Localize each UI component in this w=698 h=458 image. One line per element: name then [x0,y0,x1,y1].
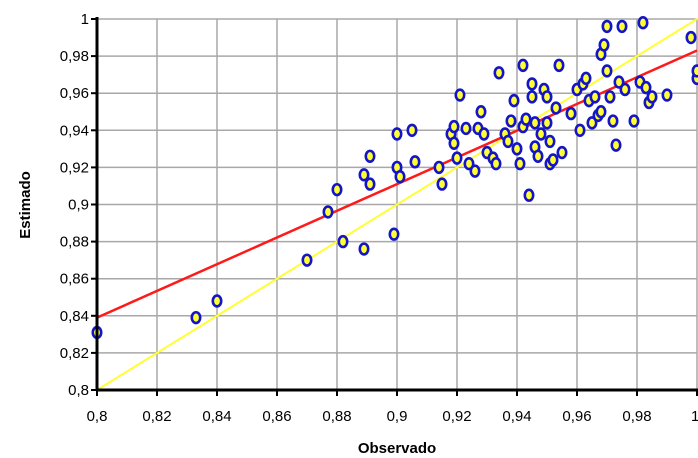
data-point [541,116,553,130]
x-tick-label: 0,96 [562,408,591,425]
data-point [211,294,223,308]
data-point [364,177,376,191]
x-tick-label: 0,92 [442,408,471,425]
data-point [646,90,658,104]
data-point [358,168,370,182]
y-axis-title: Estimado [17,171,34,239]
data-point [331,182,343,197]
data-point [580,71,592,86]
x-tick-label: 0,9 [387,408,408,425]
data-point [607,114,619,128]
data-point [523,188,535,202]
x-tick-label: 0,82 [142,408,171,425]
x-tick-label: 0,98 [622,408,651,425]
data-point [406,123,418,138]
data-point [532,149,544,163]
data-point [535,127,547,141]
data-point [601,64,613,78]
data-point [595,105,607,119]
axes [91,17,698,396]
data-point [460,121,472,136]
data-point [517,58,529,73]
data-point [619,82,631,97]
y-tick-label: 0,96 [60,85,89,102]
data-point [565,106,577,121]
data-point [478,127,490,141]
tick-labels: 0,8 0,82 0,84 0,86 0,88 0,9 0,92 0,94 0,96 0,98 1 0… [60,11,698,425]
data-point [550,101,562,115]
data-point [685,30,697,45]
data-point [475,105,487,119]
x-tick-label: 1 [691,408,698,425]
data-point [616,19,628,34]
data-point [661,88,673,102]
y-tick-label: 1 [81,11,89,28]
data-point [547,153,559,167]
y-tick-label: 0,92 [60,159,89,176]
y-tick-label: 0,84 [60,308,89,325]
data-point [433,160,445,175]
data-point [301,253,313,267]
data-point [520,112,532,126]
data-point [490,156,502,171]
data-point [544,134,556,149]
data-points [91,16,698,340]
data-point [553,58,565,73]
data-point [508,93,520,108]
y-tick-label: 0,88 [60,234,89,251]
data-point [493,66,505,80]
data-point [598,38,610,52]
data-point [364,149,376,163]
data-point [604,90,616,104]
y-tick-label: 0,8 [68,382,89,399]
y-tick-label: 0,98 [60,48,89,65]
data-point [190,310,202,325]
data-point [451,151,463,165]
identity-line [96,18,698,391]
x-tick-label: 0,84 [202,408,231,425]
y-tick-label: 0,82 [60,345,89,362]
x-tick-label: 0,8 [87,408,108,425]
data-point [556,145,568,160]
y-tick-label: 0,94 [60,122,89,139]
data-point [526,90,538,104]
data-point [337,234,349,249]
x-tick-label: 0,86 [262,408,291,425]
y-tick-label: 0,9 [68,197,89,214]
data-point [502,134,514,149]
data-point [322,205,334,219]
x-axis-title: Observado [358,440,436,457]
data-point [409,155,421,169]
y-tick-label: 0,86 [60,271,89,288]
data-point [454,88,466,102]
data-point [394,169,406,184]
data-point [610,138,622,152]
data-point [628,114,640,128]
data-point [448,136,460,150]
x-tick-label: 0,94 [502,408,531,425]
data-point [388,227,400,241]
data-point [448,119,460,134]
data-point [589,90,601,104]
data-point [436,177,448,191]
data-point [358,242,370,256]
data-point [574,123,586,138]
data-point [637,16,649,30]
data-point [514,156,526,171]
data-point [529,116,541,130]
data-point [601,19,613,34]
data-point [511,142,523,156]
data-point [640,80,652,95]
data-point [505,114,517,128]
data-point [469,164,481,178]
x-tick-label: 0,88 [322,408,351,425]
data-point [541,90,553,104]
data-point [691,64,698,78]
data-point [391,127,403,141]
data-point [526,77,538,91]
